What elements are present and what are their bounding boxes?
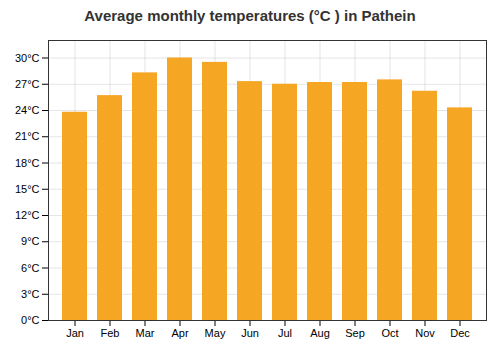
svg-text:Apr: Apr [171,327,188,339]
svg-text:21°C: 21°C [15,130,40,142]
svg-text:Feb: Feb [101,327,120,339]
svg-text:30°C: 30°C [15,52,40,64]
svg-text:Dec: Dec [450,327,470,339]
svg-text:Aug: Aug [310,327,330,339]
svg-text:May: May [205,327,226,339]
svg-text:Mar: Mar [136,327,155,339]
svg-text:0°C: 0°C [21,314,40,326]
svg-text:Jul: Jul [278,327,292,339]
svg-text:Jun: Jun [241,327,259,339]
svg-text:6°C: 6°C [21,262,40,274]
svg-text:Nov: Nov [415,327,435,339]
svg-text:Jan: Jan [66,327,84,339]
svg-text:Oct: Oct [381,327,398,339]
html-text:Average monthly temperatures (: Average monthly temperatures (°C ) in Pa… [84,7,416,24]
svg-text:18°C: 18°C [15,157,40,169]
svg-text:9°C: 9°C [21,235,40,247]
svg-text:12°C: 12°C [15,209,40,221]
svg-text:Sep: Sep [345,327,365,339]
svg-text:27°C: 27°C [15,78,40,90]
svg-text:3°C: 3°C [21,288,40,300]
svg-text:24°C: 24°C [15,104,40,116]
svg-text:15°C: 15°C [15,183,40,195]
